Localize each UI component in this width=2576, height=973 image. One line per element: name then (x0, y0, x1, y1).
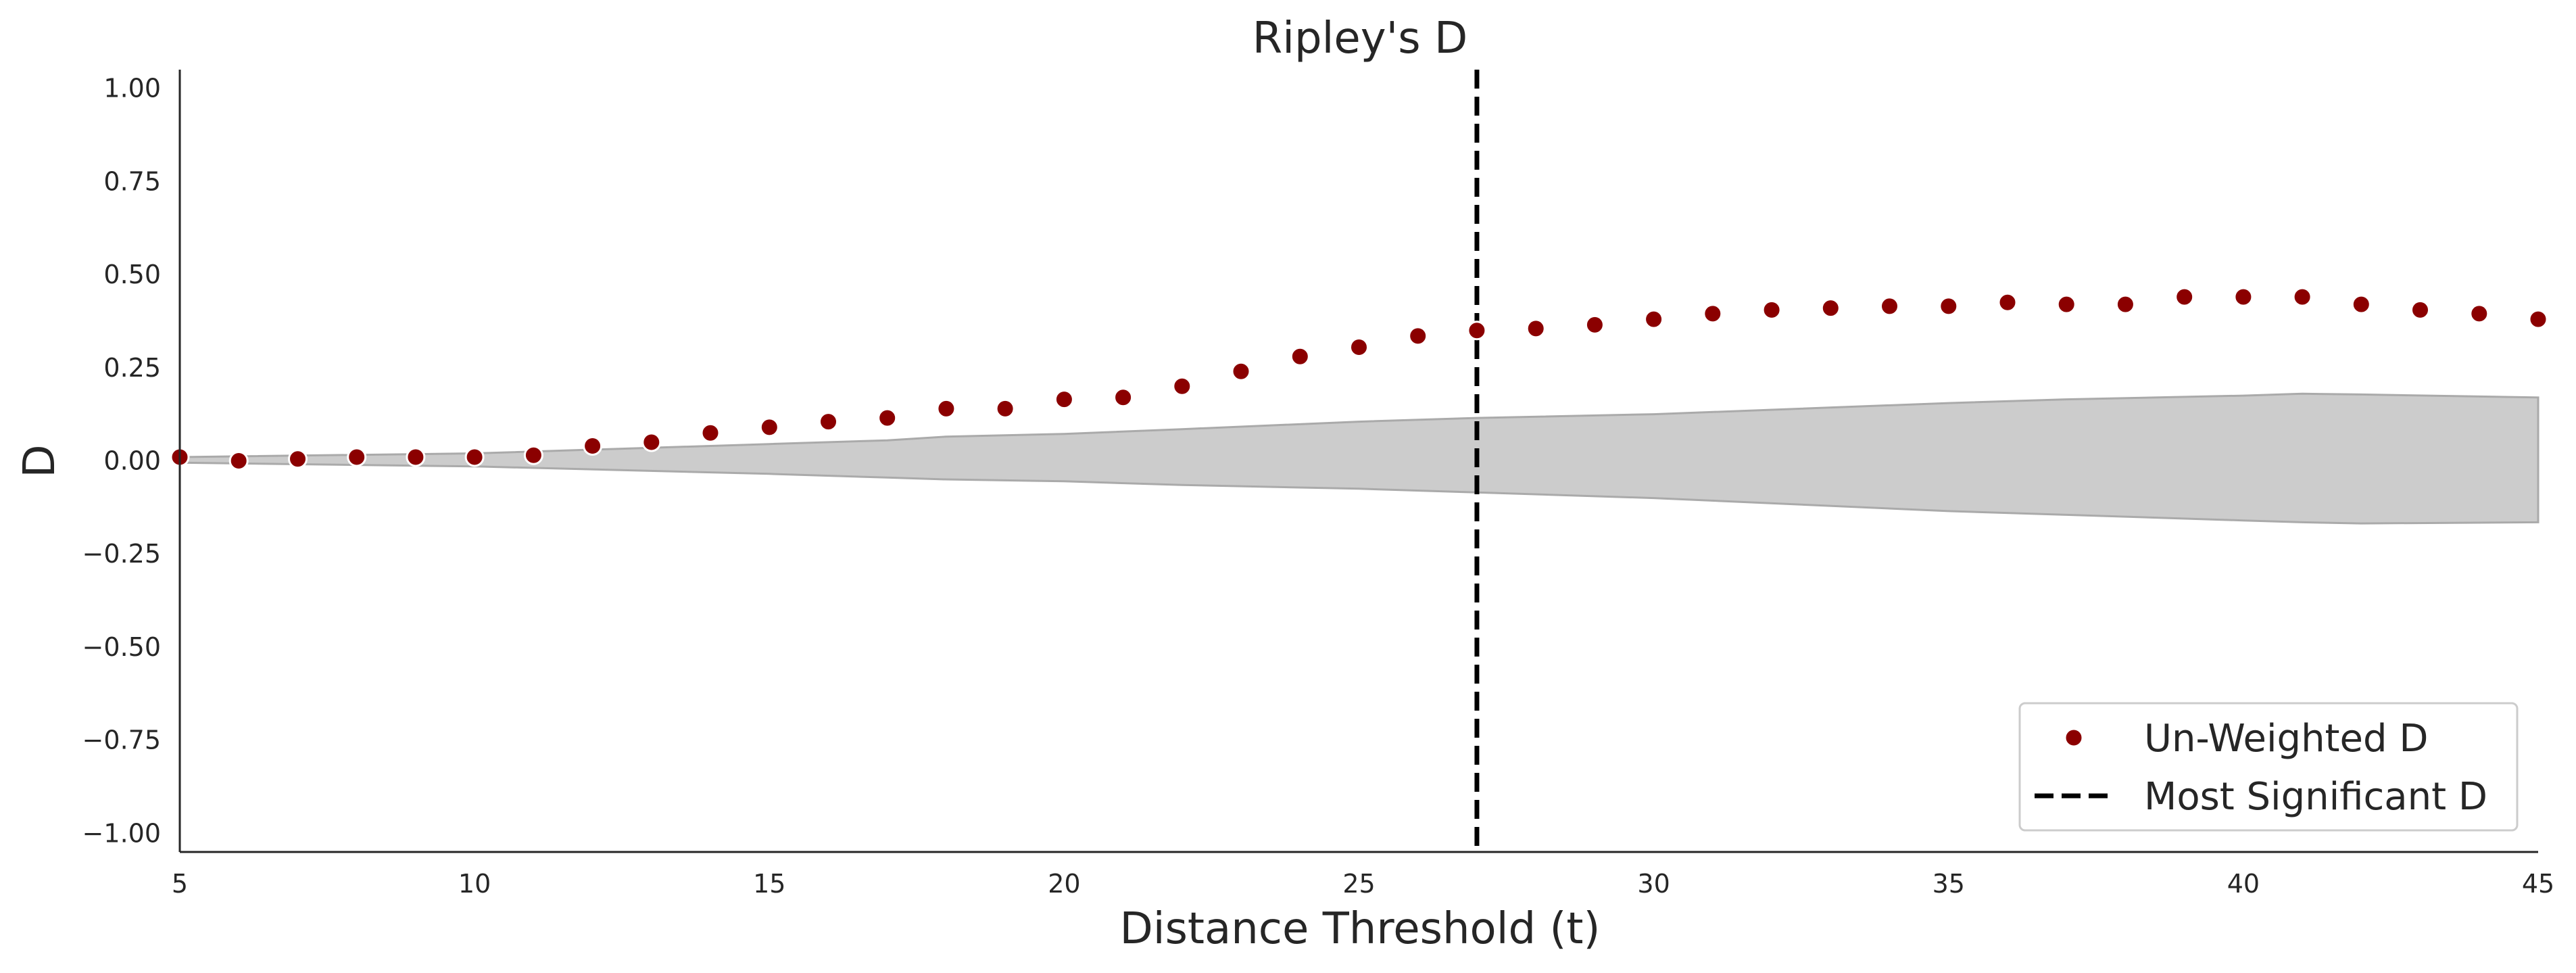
data-point (2233, 287, 2254, 307)
legend: Un-Weighted D Most Significant D (2018, 702, 2519, 832)
data-point (2469, 304, 2489, 324)
chart-title: Ripley's D (1253, 14, 1467, 64)
data-point (2351, 294, 2371, 314)
data-point (464, 447, 485, 467)
data-point (1408, 326, 1428, 346)
data-point (1526, 318, 1546, 339)
x-tick-label: 15 (753, 869, 785, 899)
ticks-layer: 5 10 15 20 25 30 35 40 45 1.00 0.75 0.50 0.25 0.00 −0.… (82, 74, 2555, 899)
data-point (1703, 304, 1723, 324)
x-tick-label: 45 (2522, 869, 2554, 899)
y-tick-label: −1.00 (82, 819, 161, 849)
y-tick-label: 0.50 (103, 260, 161, 289)
data-point (877, 408, 898, 428)
y-tick-label: −0.50 (82, 632, 161, 662)
x-tick-label: 30 (1637, 869, 1670, 899)
data-point (1113, 387, 1134, 408)
data-point (759, 417, 779, 437)
data-point (1290, 346, 1310, 366)
data-point (819, 412, 838, 432)
x-tick-label: 10 (458, 869, 491, 899)
y-tick-label: −0.25 (82, 539, 161, 569)
x-tick-label: 35 (1933, 869, 1965, 899)
axes-layer (178, 70, 2538, 853)
x-tick-label: 25 (1342, 869, 1375, 899)
x-tick-label: 5 (172, 869, 188, 899)
y-tick-label: 0.75 (103, 166, 161, 196)
data-point (1349, 337, 1369, 357)
legend-frame (2018, 702, 2519, 832)
data-point (228, 451, 249, 471)
data-point (1644, 309, 1664, 329)
data-point (641, 432, 662, 452)
data-point (2292, 287, 2312, 307)
x-axis-title: Distance Threshold (t) (1120, 904, 1601, 954)
data-point (1584, 314, 1605, 335)
y-tick-label: 0.00 (103, 446, 161, 476)
data-point (1054, 389, 1074, 410)
points-layer (170, 287, 2548, 471)
data-point (2528, 309, 2548, 329)
data-point (1467, 321, 1487, 341)
legend-label-un-weighted-d: Un-Weighted D (2144, 717, 2428, 761)
data-point (700, 423, 721, 443)
data-point (2056, 294, 2076, 314)
data-point (523, 445, 543, 465)
data-point (1939, 296, 1959, 316)
legend-label-most-significant-d: Most Significant D (2144, 775, 2487, 819)
data-point (1172, 376, 1192, 396)
data-point (406, 447, 426, 467)
y-tick-label: −0.75 (82, 726, 161, 755)
data-point (2410, 300, 2430, 320)
data-point (583, 436, 603, 456)
y-axis-title: D (15, 444, 65, 477)
data-point (936, 398, 956, 419)
data-point (288, 449, 308, 469)
data-point (1231, 361, 1251, 381)
x-tick-label: 40 (2227, 869, 2260, 899)
x-tick-label: 20 (1048, 869, 1080, 899)
data-point (995, 398, 1015, 419)
data-point (1997, 292, 2018, 312)
y-tick-label: 0.25 (103, 353, 161, 383)
envelope-layer (178, 392, 2539, 525)
data-point (2174, 287, 2195, 307)
legend-marker-un-weighted-d (2064, 728, 2084, 748)
data-point (347, 447, 367, 467)
data-point (1880, 296, 1899, 316)
data-point (1761, 300, 1782, 320)
confidence-envelope (178, 392, 2539, 525)
y-tick-label: 1.00 (103, 74, 161, 103)
data-point (1820, 298, 1841, 318)
data-point (2115, 294, 2135, 314)
